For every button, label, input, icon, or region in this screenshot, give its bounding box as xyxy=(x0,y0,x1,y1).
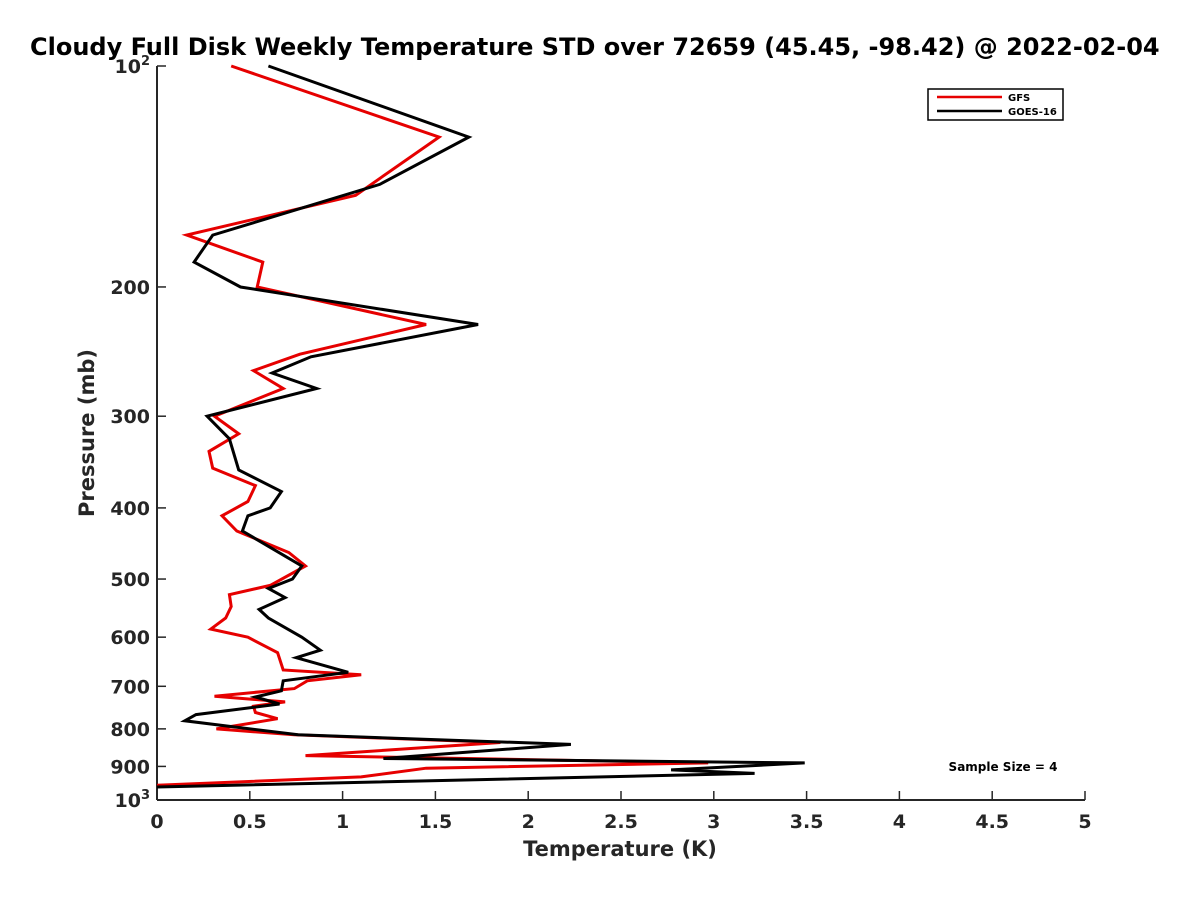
plot-axes: 0 0.5 1 1.5 2 2.5 3 3.5 4 4.5 5 102 200 300 400 500 600 7… xyxy=(110,54,1091,833)
x-tick-label: 4.5 xyxy=(975,811,1009,833)
x-tick-label: 3.5 xyxy=(790,811,824,833)
x-tick-label: 1.5 xyxy=(419,811,453,833)
y-tick-label: 800 xyxy=(110,719,150,741)
series-line-gfs xyxy=(156,64,709,787)
x-tick-label: 5 xyxy=(1078,811,1091,833)
legend-frame xyxy=(927,88,1064,121)
y-tick-label: 900 xyxy=(110,756,150,778)
y-tick-label: 200 xyxy=(110,277,150,299)
legend-label-goes16: GOES-16 xyxy=(1008,107,1057,118)
legend-label-gfs: GFS xyxy=(1008,93,1030,104)
y-tick-label: 500 xyxy=(110,569,150,591)
legend: GFS GOES-16 xyxy=(927,88,1064,121)
y-tick-label: 300 xyxy=(110,406,150,428)
plot-series xyxy=(156,64,805,789)
y-tick-label: 400 xyxy=(110,498,150,520)
x-tick-label: 3 xyxy=(707,811,720,833)
x-tick-label: 0 xyxy=(150,811,163,833)
y-tick-label: 102 xyxy=(115,54,151,78)
x-axis-label: Temperature (K) xyxy=(523,837,717,861)
y-axis-label: Pressure (mb) xyxy=(75,349,99,517)
x-tick-label: 2.5 xyxy=(604,811,638,833)
y-tick-label: 103 xyxy=(115,788,151,812)
x-tick-label: 0.5 xyxy=(233,811,267,833)
chart-title: Cloudy Full Disk Weekly Temperature STD … xyxy=(30,33,1160,61)
x-tick-label: 4 xyxy=(893,811,906,833)
sample-size-annotation: Sample Size = 4 xyxy=(949,760,1058,774)
series-line-goes-16 xyxy=(156,64,805,789)
y-tick-label: 700 xyxy=(110,676,150,698)
x-tick-label: 2 xyxy=(522,811,535,833)
y-tick-label: 600 xyxy=(110,627,150,649)
x-tick-label: 1 xyxy=(336,811,349,833)
